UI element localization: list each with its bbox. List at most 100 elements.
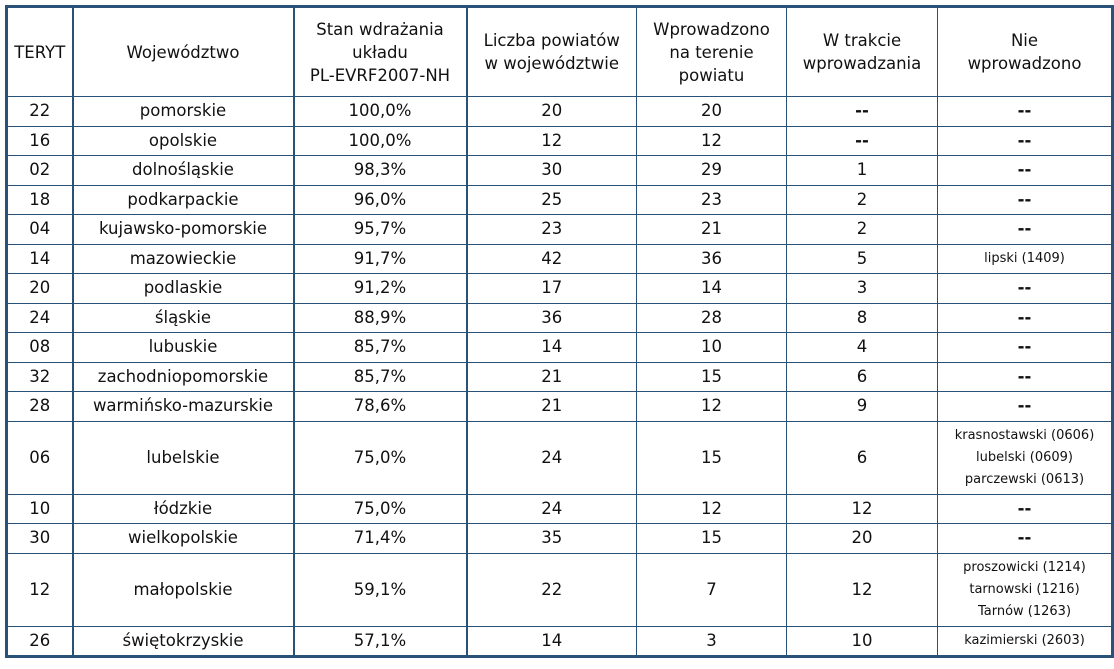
header-teryt: TERYT <box>6 6 74 97</box>
cell-teryt: 10 <box>6 493 74 524</box>
cell-teryt: 24 <box>6 302 74 333</box>
cell-liczba-powiatow: 30 <box>466 155 637 186</box>
cell-wprowadzono: 15 <box>636 361 787 392</box>
header-liczba-line2: w województwie <box>484 54 620 73</box>
powiat-note: parczewski (0613) <box>964 471 1085 487</box>
powiat-note: lubelski (0609) <box>976 449 1073 465</box>
header-wojewodztwo-label: Województwo <box>126 42 240 62</box>
table-row: 16 opolskie 100,0% 12 12 -- -- <box>6 125 1113 156</box>
powiat-note: lipski (1409) <box>984 250 1065 266</box>
powiat-note: krasnostawski (0606) <box>954 427 1095 443</box>
header-stan: Stan wdrażania układu PL-EVRF2007-NH <box>293 6 468 97</box>
header-w-trakcie: W trakcie wprowadzania <box>786 6 938 97</box>
empty-dash: -- <box>1017 498 1032 518</box>
header-nie-line2: wprowadzono <box>967 54 1082 73</box>
table-row: 06 lubelskie 75,0% 24 15 6 krasnostawski… <box>6 420 1113 495</box>
header-wojewodztwo: Województwo <box>72 6 295 97</box>
cell-wprowadzono: 15 <box>636 523 787 554</box>
cell-w-trakcie: 6 <box>786 361 938 392</box>
cell-teryt: 28 <box>6 391 74 422</box>
header-w-trakcie-line2: wprowadzania <box>802 54 922 73</box>
table-row: 18 podkarpackie 96,0% 25 23 2 -- <box>6 184 1113 215</box>
cell-stan: 71,4% <box>293 523 468 554</box>
cell-wojewodztwo: łódzkie <box>72 493 295 524</box>
cell-nie-wprowadzono: -- <box>937 273 1113 304</box>
cell-wojewodztwo: kujawsko-pomorskie <box>72 214 295 245</box>
header-wprowadzono-line2: na terenie <box>669 42 754 62</box>
cell-liczba-powiatow: 25 <box>466 184 637 215</box>
cell-teryt: 14 <box>6 243 74 274</box>
cell-nie-wprowadzono: proszowicki (1214) tarnowski (1216) Tarnów… <box>937 552 1113 627</box>
header-liczba: Liczba powiatów w województwie <box>466 6 637 97</box>
header-wprowadzono-line1: Wprowadzono <box>653 19 770 39</box>
cell-liczba-powiatow: 12 <box>466 125 637 156</box>
cell-wojewodztwo: małopolskie <box>72 552 295 627</box>
cell-wprowadzono: 21 <box>636 214 787 245</box>
cell-stan: 100,0% <box>293 96 468 127</box>
cell-wojewodztwo: wielkopolskie <box>72 523 295 554</box>
powiat-note: proszowicki (1214) <box>963 559 1086 575</box>
empty-dash: -- <box>1017 528 1032 548</box>
cell-w-trakcie: 10 <box>786 625 938 657</box>
cell-stan: 75,0% <box>293 493 468 524</box>
cell-w-trakcie: 2 <box>786 214 938 245</box>
cell-wprowadzono: 15 <box>636 420 787 495</box>
cell-nie-wprowadzono: krasnostawski (0606) lubelski (0609) parcz… <box>937 420 1113 495</box>
empty-dash: -- <box>1017 160 1032 180</box>
table-row: 02 dolnośląskie 98,3% 30 29 1 -- <box>6 155 1113 186</box>
cell-wprowadzono: 20 <box>636 96 787 127</box>
cell-nie-wprowadzono: -- <box>937 125 1113 156</box>
cell-stan: 88,9% <box>293 302 468 333</box>
cell-liczba-powiatow: 24 <box>466 493 637 524</box>
cell-wojewodztwo: pomorskie <box>72 96 295 127</box>
cell-teryt: 04 <box>6 214 74 245</box>
cell-wojewodztwo: świętokrzyskie <box>72 625 295 657</box>
cell-teryt: 20 <box>6 273 74 304</box>
cell-wojewodztwo: warmińsko-mazurskie <box>72 391 295 422</box>
cell-nie-wprowadzono: -- <box>937 96 1113 127</box>
cell-teryt: 16 <box>6 125 74 156</box>
cell-teryt: 32 <box>6 361 74 392</box>
cell-nie-wprowadzono: -- <box>937 184 1113 215</box>
cell-wprowadzono: 23 <box>636 184 787 215</box>
header-liczba-line1: Liczba powiatów <box>483 31 620 50</box>
cell-nie-wprowadzono: -- <box>937 155 1113 186</box>
cell-liczba-powiatow: 21 <box>466 361 637 392</box>
cell-liczba-powiatow: 17 <box>466 273 637 304</box>
cell-wprowadzono: 14 <box>636 273 787 304</box>
cell-wojewodztwo: mazowieckie <box>72 243 295 274</box>
cell-stan: 57,1% <box>293 625 468 657</box>
cell-w-trakcie: -- <box>786 125 938 156</box>
table-row: 28 warmińsko-mazurskie 78,6% 21 12 9 -- <box>6 391 1113 422</box>
empty-dash: -- <box>1017 189 1032 209</box>
cell-liczba-powiatow: 14 <box>466 625 637 657</box>
table-row: 22 pomorskie 100,0% 20 20 -- -- <box>6 96 1113 127</box>
cell-wojewodztwo: opolskie <box>72 125 295 156</box>
cell-w-trakcie: 9 <box>786 391 938 422</box>
powiat-note: kazimierski (2603) <box>964 632 1085 648</box>
cell-wojewodztwo: zachodniopomorskie <box>72 361 295 392</box>
cell-wprowadzono: 12 <box>636 125 787 156</box>
cell-stan: 96,0% <box>293 184 468 215</box>
cell-w-trakcie: 12 <box>786 493 938 524</box>
cell-wojewodztwo: podlaskie <box>72 273 295 304</box>
cell-nie-wprowadzono: kazimierski (2603) <box>937 625 1113 657</box>
cell-wprowadzono: 7 <box>636 552 787 627</box>
cell-w-trakcie: 12 <box>786 552 938 627</box>
empty-dash: -- <box>1017 337 1032 357</box>
header-nie-wprowadzono: Nie wprowadzono <box>937 6 1113 97</box>
cell-wprowadzono: 12 <box>636 493 787 524</box>
table-row: 20 podlaskie 91,2% 17 14 3 -- <box>6 273 1113 304</box>
cell-w-trakcie: 8 <box>786 302 938 333</box>
cell-nie-wprowadzono: -- <box>937 214 1113 245</box>
cell-stan: 59,1% <box>293 552 468 627</box>
table-row: 32 zachodniopomorskie 85,7% 21 15 6 -- <box>6 361 1113 392</box>
cell-liczba-powiatow: 22 <box>466 552 637 627</box>
cell-nie-wprowadzono: lipski (1409) <box>937 243 1113 274</box>
cell-teryt: 06 <box>6 420 74 495</box>
cell-w-trakcie: 5 <box>786 243 938 274</box>
cell-liczba-powiatow: 36 <box>466 302 637 333</box>
empty-dash: -- <box>1017 219 1032 239</box>
header-row: TERYT Województwo Stan wdrażania układu … <box>6 6 1113 97</box>
header-stan-line2: układu <box>352 42 408 62</box>
